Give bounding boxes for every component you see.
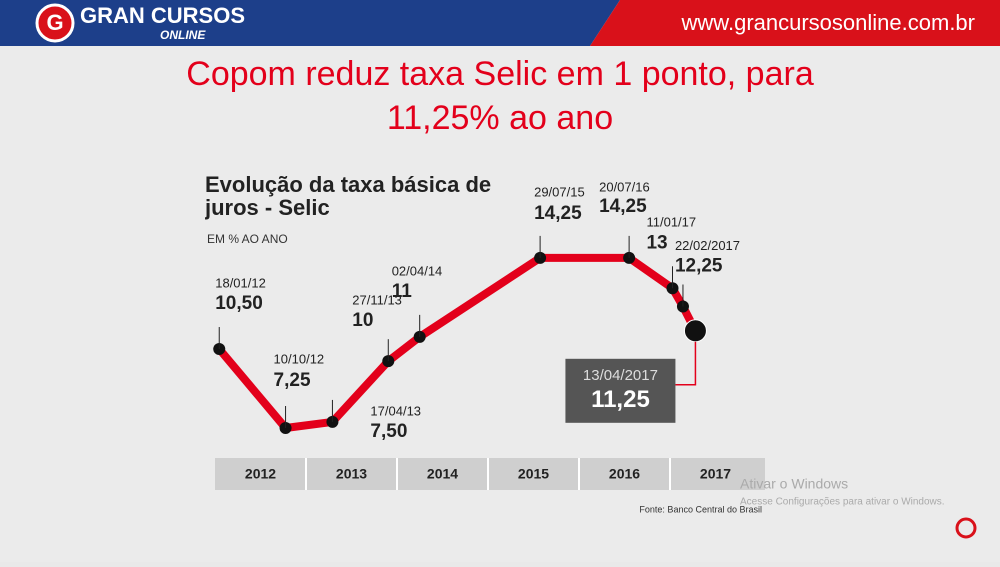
- callout-line: [675, 341, 697, 386]
- logo-g: G: [46, 10, 63, 35]
- x-tick-label: 2013: [336, 466, 367, 482]
- value-label: 14,25: [534, 203, 582, 224]
- chart-title-box: Evolução da taxa básica de juros - Selic: [205, 173, 492, 220]
- x-tick-label: 2017: [700, 466, 731, 482]
- value-label: 13: [646, 232, 667, 253]
- date-label: 11/01/17: [646, 215, 696, 230]
- value-label: 7,50: [370, 421, 407, 442]
- x-tick-label: 2016: [609, 466, 640, 482]
- x-tick-label: 2015: [518, 466, 549, 482]
- data-point: [683, 319, 707, 343]
- value-label: 10,50: [215, 293, 263, 314]
- callout-box: [565, 358, 676, 423]
- date-label: 27/11/13: [352, 293, 402, 308]
- value-label: 11: [392, 281, 413, 302]
- header-left: [0, 0, 620, 46]
- date-label: 22/02/2017: [675, 238, 740, 253]
- date-label: 17/04/13: [370, 403, 421, 418]
- value-label: 11,25: [591, 386, 650, 413]
- date-label: 10/10/12: [274, 351, 325, 366]
- slide-title-box: Copom reduz taxa Selic em 1 ponto, para …: [186, 55, 814, 137]
- chart-title: Evolução da taxa básica de juros - Selic: [205, 173, 492, 220]
- value-label: 12,25: [675, 256, 723, 277]
- logo-bottom: ONLINE: [160, 28, 206, 42]
- header-right: [590, 0, 1000, 46]
- value-label: 7,25: [274, 370, 311, 391]
- date-label: 20/07/16: [599, 179, 650, 194]
- watermark-text: Acesse Configurações para ativar o Windo…: [740, 497, 945, 508]
- year-band: [215, 458, 765, 490]
- logo-top: GRAN CURSOS: [80, 3, 245, 28]
- slide-title: Copom reduz taxa Selic em 1 ponto, para …: [186, 55, 814, 137]
- logo-mark: [35, 3, 75, 43]
- date-label: 18/01/12: [215, 275, 266, 290]
- x-tick-label: 2012: [245, 466, 276, 482]
- selic-line: [216, 253, 699, 432]
- header-url: www.grancursosonline.com.br: [681, 10, 975, 35]
- watermark-title: Ativar o Windows: [740, 476, 848, 492]
- date-label: 29/07/15: [534, 184, 585, 199]
- chart-source: Fonte: Banco Central do Brasil: [639, 504, 762, 514]
- chart-subtitle: EM % AO ANO: [207, 232, 288, 246]
- value-label: 14,25: [599, 196, 647, 217]
- date-label: 02/04/14: [392, 263, 443, 278]
- date-label: 13/04/2017: [583, 367, 658, 384]
- value-label: 10: [352, 310, 373, 331]
- x-tick-label: 2014: [427, 466, 458, 482]
- corner-logo: [955, 517, 977, 539]
